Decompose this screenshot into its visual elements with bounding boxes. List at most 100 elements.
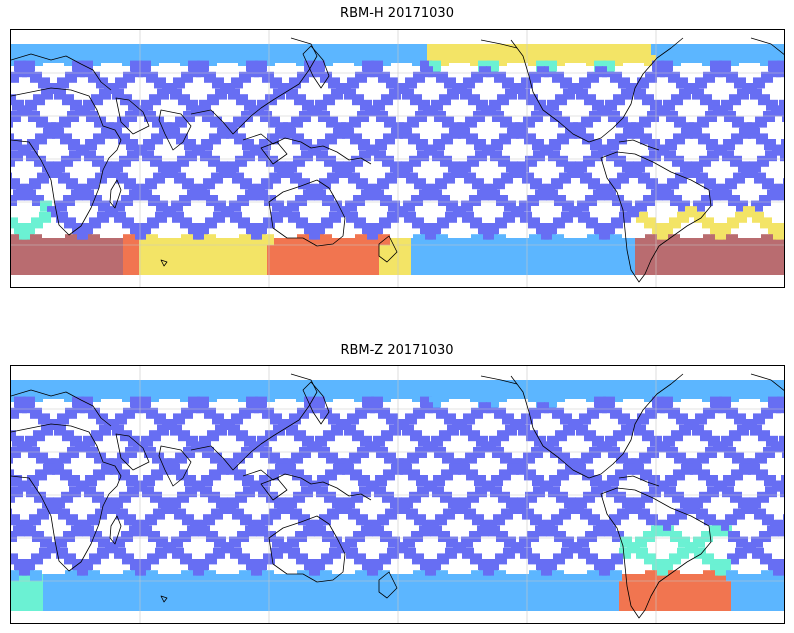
swath-cell [427,265,444,275]
swath-segment [683,167,695,178]
swath-segment [757,491,769,503]
swath-segment [168,127,180,139]
swath-segment [358,475,370,486]
swath-segment [645,71,657,83]
swath-cell [235,247,252,257]
swath-segment [569,542,581,554]
swath-segment [309,480,321,492]
swath-segment [775,183,784,195]
swath-segment [356,514,368,526]
swath-segment [156,200,168,212]
swath-segment [45,167,57,178]
swath-segment [547,99,559,111]
swath-cell [523,583,540,593]
swath-segment [778,525,784,537]
swath-cell [555,592,572,602]
swath-segment [152,452,164,464]
swath-segment [476,99,488,111]
swath-segment [320,71,332,83]
swath-cell [59,247,76,257]
swath-cell [779,256,784,266]
swath-segment [470,217,482,229]
swath-segment [416,475,428,486]
swath-cell [171,247,188,257]
coastlines-rbm-h [11,37,784,283]
swath-segment [528,55,540,66]
swath-cell [43,389,60,399]
swath-segment [646,514,658,526]
swath-segment [618,77,630,89]
swath-cell [603,592,620,602]
swath-segment [412,217,424,229]
swath-segment [321,217,333,229]
swath-segment [195,183,207,195]
swath-segment [554,195,566,206]
swath-cell [203,601,220,611]
swath-segment [645,407,657,419]
swath-segment [724,447,736,458]
swath-segment [620,536,632,548]
swath-segment [414,178,426,190]
swath-segment [692,88,704,100]
swath-segment [172,211,184,223]
swath-segment [719,223,731,234]
swath-segment [199,99,211,111]
swath-segment [297,234,309,246]
swath-segment [362,60,374,72]
swath-segment [380,195,392,206]
swath-segment [22,564,34,576]
swath-segment [557,133,569,145]
swath-cell [75,247,92,257]
swath-segment [143,475,155,486]
swath-cell [507,265,524,275]
swath-cell [43,601,60,611]
swath-segment [149,430,161,442]
swath-segment [691,161,703,173]
swath-cell [171,583,188,593]
swath-segment [435,178,447,190]
swath-segment [481,441,493,453]
swath-segment [365,441,377,453]
swath-segment [147,553,159,565]
swath-segment [652,60,664,72]
swath-segment [55,536,67,548]
swath-segment [65,407,77,419]
swath-segment [293,491,305,503]
swath-segment [84,150,96,162]
swath-segment [428,228,440,240]
swath-cell [635,256,652,266]
swath-segment [201,139,213,150]
swath-segment [548,486,560,498]
swath-segment [551,514,563,526]
swath-segment [355,71,367,83]
swath-segment [490,150,502,162]
swath-segment [506,497,518,509]
swath-segment [311,183,323,195]
swath-segment [612,195,624,206]
swath-segment [498,155,510,167]
swath-segment [285,161,297,173]
swath-segment [451,503,463,514]
swath-segment [11,139,22,150]
swath-segment [535,525,547,537]
swath-cell [635,389,652,399]
swath-segment [22,228,34,240]
swath-segment [116,508,128,520]
swath-segment [369,519,381,531]
swath-cell [331,256,348,266]
swath-segment [148,531,160,542]
swath-segment [94,116,106,128]
swath-cell [251,44,268,54]
swath-segment [386,77,398,89]
swath-segment [399,458,411,470]
swath-segment [711,66,723,78]
swath-segment [11,514,20,526]
swath-segment [569,206,581,218]
swath-cell [507,380,524,390]
swath-cell [635,592,652,602]
swath-segment [576,88,588,100]
swath-segment [200,150,212,162]
swath-cell [43,44,60,54]
swath-segment [169,161,181,173]
swath-cell [523,601,540,611]
